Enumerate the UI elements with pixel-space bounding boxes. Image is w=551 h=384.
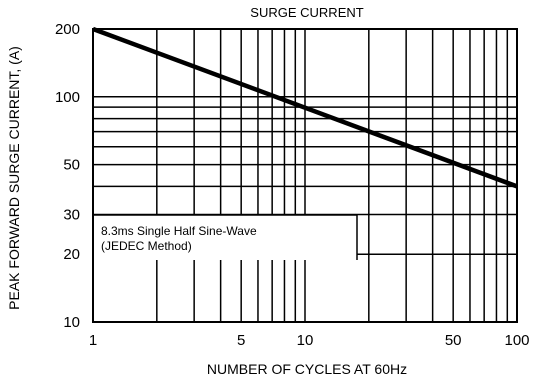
series-group [92, 26, 518, 189]
y-tick-label: 10 [63, 314, 80, 331]
y-tick-label: 100 [55, 89, 80, 106]
annotation-background [94, 215, 357, 260]
x-tick-label: 5 [237, 332, 245, 349]
chart-title: SURGE CURRENT [250, 5, 363, 20]
annotation-box: 8.3ms Single Half Sine-Wave (JEDEC Metho… [94, 214, 358, 260]
y-tick-labels: 200 100 50 30 20 10 [55, 21, 80, 331]
surge-current-series-line [92, 26, 518, 189]
y-tick-label: 50 [63, 157, 80, 174]
x-tick-label: 1 [89, 332, 97, 349]
y-axis-label: PEAK FORWARD SURGE CURRENT, (A) [6, 46, 22, 310]
x-tick-label: 50 [445, 332, 462, 349]
chart-grid [92, 28, 518, 323]
plot-frame [92, 28, 518, 323]
y-tick-label: 200 [55, 21, 80, 38]
x-tick-label: 100 [504, 332, 529, 349]
x-tick-labels: 1 5 10 50 100 [89, 332, 530, 349]
annotation-line-1: 8.3ms Single Half Sine-Wave [101, 224, 257, 238]
x-tick-label: 10 [297, 332, 314, 349]
y-tick-label: 20 [63, 246, 80, 263]
y-tick-label: 30 [63, 207, 80, 224]
x-axis-label: NUMBER OF CYCLES AT 60Hz [207, 361, 407, 377]
annotation-line-2: (JEDEC Method) [101, 239, 192, 253]
